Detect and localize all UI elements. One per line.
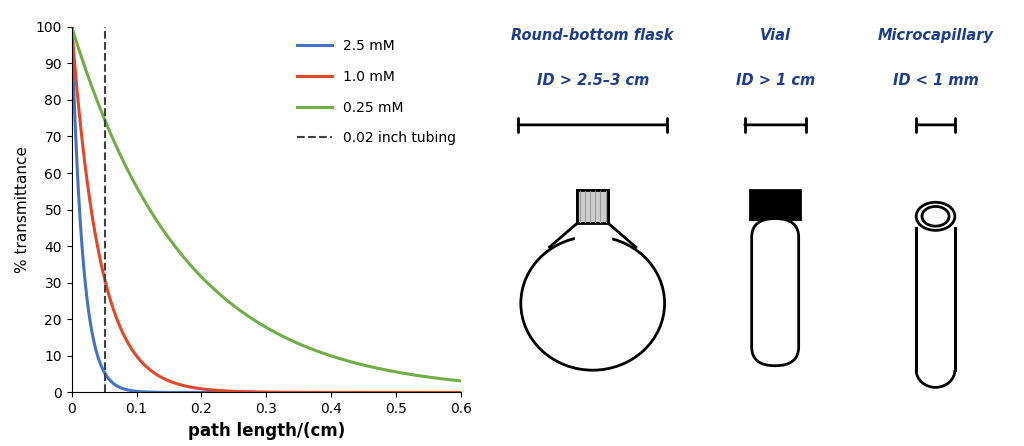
0.25 mM bbox=[215, 293, 227, 298]
2.5 mM bbox=[406, 390, 418, 395]
0.25 mM bbox=[447, 377, 460, 383]
Line: 1.0 mM: 1.0 mM bbox=[72, 28, 461, 392]
0.02 inch tubing bbox=[98, 390, 111, 395]
Text: ID > 1 cm: ID > 1 cm bbox=[735, 73, 815, 88]
0.02 inch tubing bbox=[98, 386, 111, 392]
Bar bbox=[578, 190, 608, 223]
0.25 mM bbox=[66, 24, 78, 29]
Line: 0.25 mM: 0.25 mM bbox=[72, 27, 461, 381]
0.25 mM bbox=[455, 378, 467, 384]
2.5 mM bbox=[231, 390, 244, 395]
2.5 mM bbox=[447, 390, 460, 395]
2.5 mM bbox=[110, 383, 122, 388]
Text: ID > 2.5–3 cm: ID > 2.5–3 cm bbox=[537, 73, 649, 88]
1.0 mM bbox=[231, 389, 244, 394]
2.5 mM bbox=[455, 390, 467, 395]
Text: Round-bottom flask: Round-bottom flask bbox=[511, 28, 674, 43]
2.5 mM bbox=[133, 389, 145, 394]
1.0 mM bbox=[133, 356, 145, 362]
Legend: 2.5 mM, 1.0 mM, 0.25 mM, 0.02 inch tubing: 2.5 mM, 1.0 mM, 0.25 mM, 0.02 inch tubin… bbox=[292, 34, 462, 151]
Ellipse shape bbox=[521, 236, 665, 370]
1.0 mM bbox=[110, 314, 122, 320]
2.5 mM bbox=[66, 26, 78, 32]
0.25 mM bbox=[406, 372, 418, 377]
Ellipse shape bbox=[922, 206, 949, 226]
Line: 2.5 mM: 2.5 mM bbox=[72, 29, 461, 392]
Bar bbox=[578, 190, 608, 223]
Ellipse shape bbox=[916, 202, 954, 230]
0.25 mM bbox=[231, 306, 244, 311]
Y-axis label: % transmittance: % transmittance bbox=[15, 146, 30, 273]
1.0 mM bbox=[66, 25, 78, 30]
0.25 mM bbox=[133, 189, 145, 194]
Bar bbox=[750, 190, 801, 219]
0.25 mM bbox=[110, 143, 122, 149]
1.0 mM bbox=[215, 388, 227, 393]
Text: ID < 1 mm: ID < 1 mm bbox=[893, 73, 979, 88]
FancyBboxPatch shape bbox=[752, 219, 799, 366]
1.0 mM bbox=[447, 390, 460, 395]
1.0 mM bbox=[406, 390, 418, 395]
X-axis label: path length/(cm): path length/(cm) bbox=[187, 422, 345, 440]
1.0 mM bbox=[455, 390, 467, 395]
Text: Vial: Vial bbox=[760, 28, 791, 43]
2.5 mM bbox=[215, 390, 227, 395]
Text: Microcapillary: Microcapillary bbox=[878, 28, 993, 43]
